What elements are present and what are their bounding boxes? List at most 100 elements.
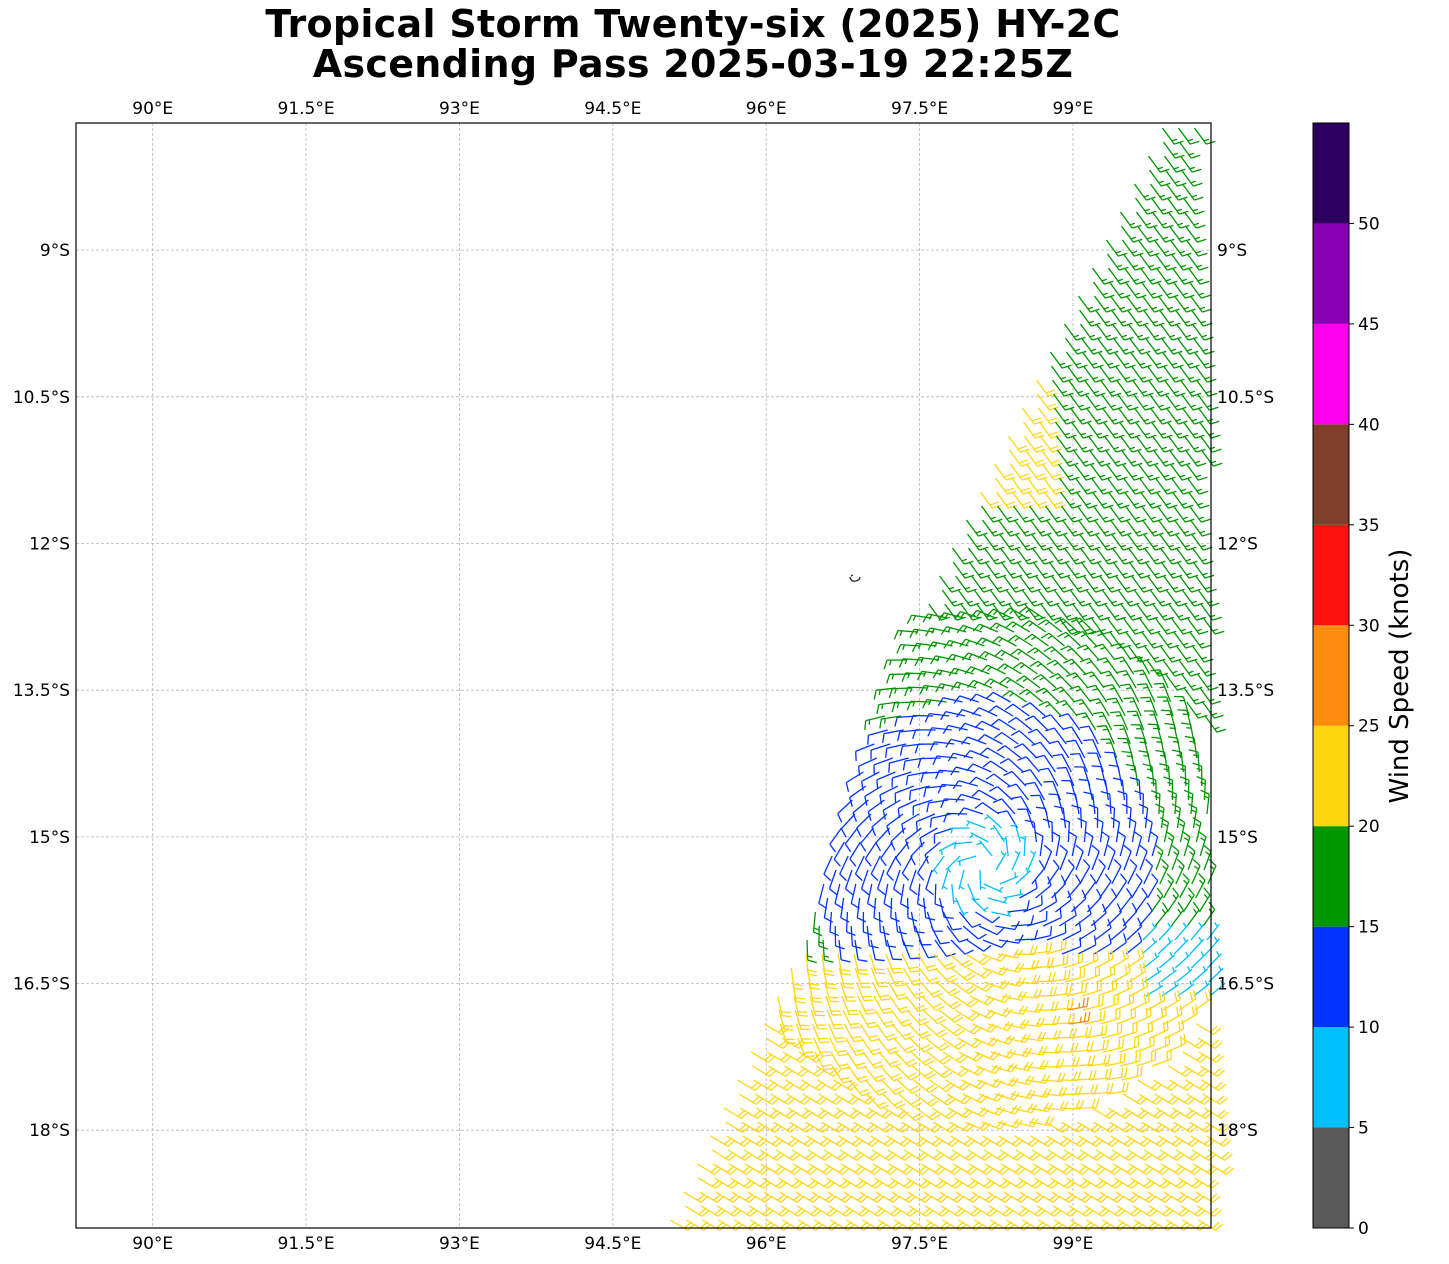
barb-shaft	[1061, 945, 1081, 955]
barb-feather	[1196, 1053, 1205, 1061]
wind-barb	[895, 1065, 920, 1081]
wind-barb	[1077, 1121, 1103, 1133]
wind-barb	[1085, 407, 1108, 425]
barb-shaft	[905, 827, 922, 841]
barb-shaft	[1055, 899, 1072, 913]
barb-half-feather	[1167, 922, 1172, 928]
wind-barb	[837, 953, 852, 976]
wind-barb	[894, 1051, 918, 1067]
wind-barb	[1124, 505, 1147, 523]
wind-barb	[1105, 239, 1128, 257]
barb-shaft	[1045, 1121, 1063, 1133]
barb-feather	[1057, 518, 1067, 523]
barb-half-feather	[813, 927, 819, 931]
wind-barb	[901, 855, 913, 881]
wind-barb	[1113, 351, 1136, 369]
wind-barb	[1185, 463, 1208, 481]
barb-feather	[940, 711, 947, 721]
barb-half-feather	[1190, 404, 1197, 408]
barb-feather	[1122, 933, 1127, 943]
wind-barb	[909, 628, 935, 639]
barb-feather	[896, 644, 902, 654]
barb-feather	[955, 794, 962, 803]
barb-feather	[1184, 735, 1195, 739]
barb-shaft	[1088, 725, 1099, 745]
barb-feather	[1155, 844, 1164, 852]
barb-feather	[1126, 887, 1133, 897]
wind-barb	[994, 477, 1017, 495]
wind-barb	[937, 783, 962, 794]
wind-barb	[943, 639, 969, 649]
barb-feather	[982, 760, 991, 768]
barb-feather	[1195, 700, 1206, 705]
barb-feather	[1127, 817, 1137, 823]
barb-shaft	[850, 925, 854, 947]
wind-barb	[811, 1023, 830, 1044]
barb-shaft	[856, 897, 861, 918]
wind-barb	[1043, 646, 1068, 661]
wind-barb	[899, 1107, 924, 1122]
barb-shaft	[1025, 756, 1040, 773]
barb-feather	[1040, 1073, 1047, 1083]
barb-half-feather	[1054, 516, 1061, 520]
wind-barb	[1083, 873, 1097, 899]
barb-shaft	[1054, 659, 1070, 675]
barb-feather	[1157, 350, 1167, 355]
wind-barb	[1186, 901, 1200, 927]
barb-half-feather	[1101, 502, 1108, 506]
barb-feather	[1079, 588, 1089, 593]
barb-feather	[788, 1111, 797, 1119]
wind-barb	[1040, 632, 1065, 647]
barb-shaft	[1121, 780, 1126, 801]
wind-barb	[793, 995, 809, 1017]
barb-shaft	[854, 939, 859, 960]
barb-feather	[1078, 364, 1088, 369]
wind-barb	[1182, 197, 1205, 215]
wind-barb	[920, 771, 944, 783]
wind-barb	[1166, 197, 1189, 215]
wind-barb	[1031, 860, 1045, 885]
barb-half-feather	[952, 655, 957, 661]
barb-feather	[996, 927, 1005, 936]
wind-barb	[863, 1065, 886, 1083]
barb-feather	[982, 958, 991, 966]
wind-barb	[857, 995, 876, 1015]
wind-barb	[1107, 267, 1130, 285]
barb-half-feather	[1157, 390, 1164, 394]
barb-shaft	[866, 1093, 881, 1110]
barb-feather	[1133, 462, 1143, 467]
barb-feather	[908, 1061, 918, 1067]
wind-barb	[952, 981, 977, 995]
barb-feather	[1076, 1071, 1082, 1081]
wind-barb	[898, 925, 914, 947]
barb-half-feather	[1072, 675, 1079, 679]
barb-feather	[925, 1060, 935, 1066]
barb-feather	[964, 666, 972, 675]
barb-feather	[1026, 647, 1036, 654]
barb-feather	[1013, 1091, 1021, 1101]
barb-half-feather	[1109, 687, 1115, 691]
barb-feather	[922, 1033, 932, 1040]
barb-feather	[918, 1165, 927, 1173]
barb-feather	[979, 956, 988, 964]
wind-barb	[920, 981, 943, 998]
barb-shaft	[936, 981, 952, 997]
barb-shaft	[711, 1149, 730, 1161]
barb-feather	[875, 958, 885, 962]
wind-barb	[905, 995, 928, 1013]
wind-barb	[1126, 1135, 1152, 1147]
barb-feather	[936, 1029, 946, 1036]
barb-shaft	[865, 1079, 880, 1096]
barb-feather	[817, 1069, 826, 1077]
barb-feather	[1188, 1137, 1197, 1145]
barb-feather	[939, 1055, 948, 1063]
barb-feather	[1182, 1081, 1191, 1089]
wind-barb	[1027, 491, 1050, 509]
barb-shaft	[1163, 880, 1175, 899]
wind-barb	[1114, 992, 1135, 1011]
barb-half-feather	[1099, 715, 1105, 718]
barb-half-feather	[1165, 502, 1172, 506]
barb-half-feather	[1079, 1017, 1082, 1023]
barb-feather	[989, 501, 1000, 506]
wind-barb	[1058, 906, 1077, 927]
